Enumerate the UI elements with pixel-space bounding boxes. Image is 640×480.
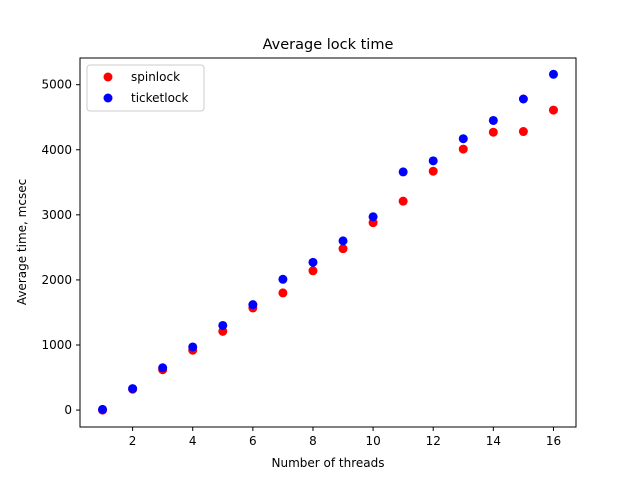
spinlock-point bbox=[398, 196, 408, 206]
ticketlock-point bbox=[188, 342, 198, 352]
x-tick-label: 12 bbox=[426, 434, 441, 448]
legend: spinlock ticketlock bbox=[86, 64, 205, 112]
y-tick-label: 4000 bbox=[41, 143, 72, 157]
ticketlock-point bbox=[368, 212, 378, 222]
spinlock-point bbox=[278, 288, 288, 298]
y-tick-label: 3000 bbox=[41, 208, 72, 222]
ticketlock-point bbox=[518, 94, 528, 104]
ticketlock-point bbox=[158, 363, 168, 373]
ticketlock-point bbox=[278, 274, 288, 284]
spinlock-point bbox=[338, 244, 348, 254]
ticketlock-point bbox=[308, 257, 318, 267]
ticketlock-point bbox=[218, 320, 228, 330]
y-tick-label: 5000 bbox=[41, 78, 72, 92]
legend-label-spinlock: spinlock bbox=[131, 70, 180, 84]
legend-marker-ticketlock bbox=[103, 93, 113, 103]
y-tick-label: 0 bbox=[64, 403, 72, 417]
legend-marker-spinlock bbox=[103, 72, 113, 82]
ticketlock-point bbox=[488, 115, 498, 125]
x-tick-label: 8 bbox=[309, 434, 317, 448]
ticketlock-point bbox=[398, 167, 408, 177]
spinlock-point bbox=[518, 127, 528, 137]
y-tick-label: 2000 bbox=[41, 273, 72, 287]
y-tick-label: 1000 bbox=[41, 338, 72, 352]
legend-box bbox=[86, 64, 205, 112]
ticketlock-point bbox=[428, 156, 438, 166]
y-axis-ticks: 0 1000 2000 3000 4000 5000 bbox=[41, 78, 80, 417]
x-tick-label: 2 bbox=[129, 434, 137, 448]
spinlock-point bbox=[548, 105, 558, 115]
x-axis-label: Number of threads bbox=[272, 456, 385, 470]
spinlock-point bbox=[458, 144, 468, 154]
y-axis-label: Average time, mcsec bbox=[15, 179, 29, 305]
x-tick-label: 14 bbox=[486, 434, 501, 448]
ticketlock-point bbox=[98, 404, 108, 414]
spinlock-point bbox=[488, 127, 498, 137]
series-ticketlock bbox=[98, 69, 558, 414]
data-points bbox=[98, 69, 558, 415]
spinlock-point bbox=[428, 166, 438, 176]
ticketlock-point bbox=[248, 300, 258, 310]
legend-label-ticketlock: ticketlock bbox=[131, 91, 189, 105]
x-tick-label: 10 bbox=[365, 434, 380, 448]
chart-title: Average lock time bbox=[263, 37, 394, 53]
x-axis-ticks: 2 4 6 8 10 12 14 16 bbox=[129, 427, 561, 448]
spinlock-point bbox=[308, 266, 318, 276]
x-tick-label: 16 bbox=[546, 434, 561, 448]
ticketlock-point bbox=[548, 69, 558, 79]
plot-frame bbox=[79, 57, 577, 428]
ticketlock-point bbox=[338, 236, 348, 246]
x-tick-label: 4 bbox=[189, 434, 197, 448]
ticketlock-point bbox=[128, 384, 138, 394]
x-tick-label: 6 bbox=[249, 434, 257, 448]
ticketlock-point bbox=[458, 134, 468, 144]
